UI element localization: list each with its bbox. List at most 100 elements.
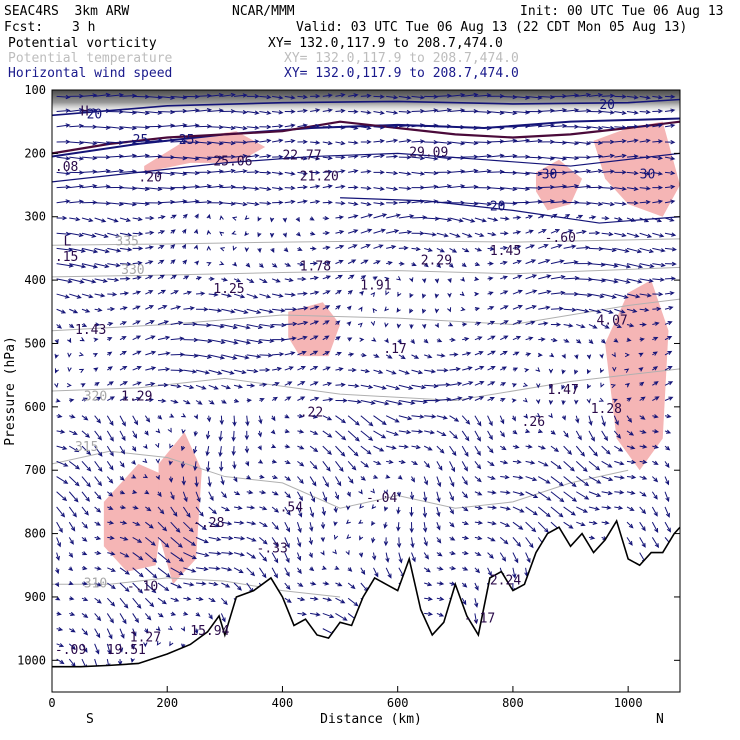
wind-arrow	[487, 291, 494, 296]
wind-arrow	[234, 153, 248, 159]
wind-arrow	[347, 567, 353, 572]
wind-arrow	[396, 537, 402, 549]
y-tick-label: 700	[24, 463, 46, 477]
wind-arrow	[170, 567, 184, 576]
wind-arrow	[208, 323, 225, 329]
wind-arrow	[69, 216, 81, 222]
wind-arrow	[131, 445, 137, 452]
wind-arrow	[664, 413, 672, 419]
wind-arrow	[639, 307, 650, 313]
wind-arrow	[81, 322, 88, 327]
wind-arrow	[208, 292, 219, 297]
wind-arrow	[284, 506, 291, 516]
wind-arrow	[601, 520, 610, 525]
wind-arrow	[512, 215, 522, 220]
wind-arrow	[474, 261, 481, 267]
wind-arrow	[652, 321, 660, 326]
wind-arrow	[536, 399, 541, 405]
wind-arrow	[461, 430, 470, 442]
wind-arrow	[664, 445, 671, 451]
wind-arrow	[145, 567, 158, 579]
y-axis-label: Pressure (hPa)	[3, 336, 18, 446]
wind-arrow	[360, 213, 374, 219]
wind-arrow	[345, 519, 351, 525]
wind-arrow	[320, 550, 325, 556]
wind-arrow	[373, 170, 385, 175]
wind-arrow	[333, 521, 338, 527]
wind-arrow	[195, 140, 212, 146]
wind-arrow	[69, 184, 85, 189]
wind-arrow	[143, 444, 148, 450]
wind-arrow	[487, 320, 496, 325]
wind-arrow	[360, 476, 366, 481]
wind-arrow	[157, 274, 165, 280]
wind-arrow	[143, 473, 149, 479]
wind-arrow	[69, 232, 84, 238]
wind-arrow	[397, 475, 403, 480]
wind-arrow	[512, 521, 524, 530]
wind-arrow	[132, 350, 142, 356]
wind-arrow	[196, 93, 212, 98]
wind-arrow	[424, 156, 439, 161]
wind-arrow	[436, 596, 445, 601]
wind-arrow	[538, 214, 546, 219]
wind-arrow	[167, 625, 173, 631]
wind-arrow	[550, 259, 565, 265]
wind-arrow	[474, 598, 479, 608]
wind-arrow	[180, 461, 186, 469]
wind-arrow	[334, 491, 340, 501]
wind-arrow	[348, 383, 360, 389]
wind-arrow	[297, 139, 308, 145]
wind-arrow	[234, 520, 245, 525]
wind-arrow	[474, 351, 484, 356]
wind-arrow	[652, 292, 664, 297]
wind-arrow	[333, 506, 338, 514]
wind-arrow	[588, 476, 602, 484]
wind-arrow	[195, 184, 212, 189]
wind-arrow	[461, 506, 469, 512]
wind-arrow	[107, 232, 121, 238]
x-tick-label: 400	[272, 696, 294, 710]
wind-arrow	[626, 200, 639, 206]
wind-arrow	[424, 216, 440, 221]
wind-arrow	[436, 247, 445, 253]
wind-arrow	[94, 381, 100, 387]
wind-arrow	[576, 125, 592, 130]
wind-arrow	[107, 217, 119, 223]
wind-arrow	[575, 430, 582, 441]
wind-arrow	[221, 369, 235, 375]
wind-arrow	[259, 278, 268, 283]
wind-arrow	[208, 308, 223, 313]
wind-arrow	[69, 263, 87, 269]
wind-arrow	[449, 381, 463, 386]
wind-arrow	[626, 490, 636, 495]
wind-arrow	[487, 536, 496, 542]
wind-arrow	[132, 489, 138, 494]
wind-arrow	[500, 290, 509, 295]
wind-arrow	[371, 537, 376, 544]
wind-arrow	[449, 550, 456, 556]
wind-arrow	[145, 215, 155, 221]
wind-arrow	[462, 566, 469, 571]
wind-arrow	[170, 552, 185, 562]
wind-arrow	[512, 444, 520, 449]
wind-arrow	[386, 229, 400, 234]
wind-arrow	[208, 369, 223, 375]
wind-arrow	[651, 537, 660, 549]
wind-arrow	[56, 445, 68, 451]
wind-arrow	[588, 339, 594, 345]
wind-arrow	[321, 565, 327, 570]
wind-arrow	[561, 353, 566, 359]
wind-arrow	[208, 339, 226, 345]
wind-arrow	[144, 628, 149, 634]
wind-arrow	[94, 415, 102, 424]
wind-arrow	[386, 459, 394, 465]
pv-label: -.17	[464, 611, 495, 626]
wind-arrow	[233, 582, 242, 591]
wind-arrow	[232, 245, 237, 251]
wind-arrow	[107, 292, 118, 297]
wind-arrow	[157, 230, 166, 235]
wind-arrow	[372, 552, 377, 561]
wind-speed-label: 20	[599, 98, 615, 113]
wind-arrow	[119, 336, 127, 341]
